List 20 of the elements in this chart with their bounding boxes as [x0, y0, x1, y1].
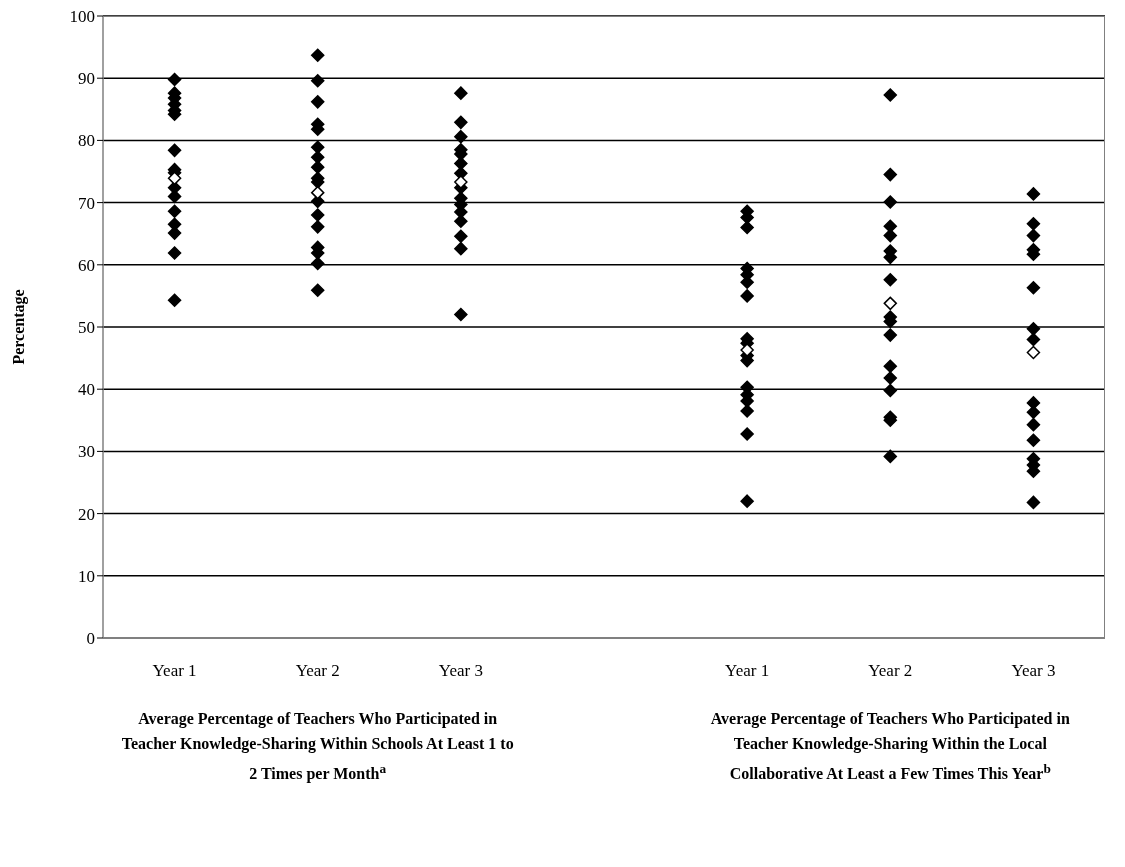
text: Average Percentage of Teachers Who Participated in Teacher Knowledge-Sharing Within Schools At Least 1 to 2 Times per Month$^{a}$	[120, 709, 515, 785]
y-tick-label: 90	[78, 69, 95, 89]
x-tick-label: Year 2	[295, 661, 340, 681]
y-tick-label: 80	[78, 131, 95, 151]
y-tick-label: 10	[78, 566, 95, 586]
y-tick-label: 50	[78, 318, 95, 338]
text: Average Percentage of Teachers Who Participated in Teacher Knowledge-Sharing Within the Local Collaborative At Least a Few Times This Year$^{b}$	[709, 709, 1071, 785]
x-tick-label: Year 3	[438, 661, 483, 681]
y-tick-label: 100	[69, 7, 95, 27]
x-tick-label: Year 3	[1011, 661, 1056, 681]
y-tick-label: 70	[78, 193, 95, 213]
x-tick-label: Year 1	[725, 661, 770, 681]
y-tick-label: 40	[78, 380, 95, 400]
y-tick-label: 30	[78, 442, 95, 462]
x-tick-label: Year 2	[868, 661, 913, 681]
y-tick-label: 60	[78, 255, 95, 275]
y-axis-title: Percentage	[9, 289, 28, 365]
y-tick-label: 0	[86, 629, 95, 649]
y-tick-label: 20	[78, 504, 95, 524]
x-tick-label: Year 1	[152, 661, 197, 681]
